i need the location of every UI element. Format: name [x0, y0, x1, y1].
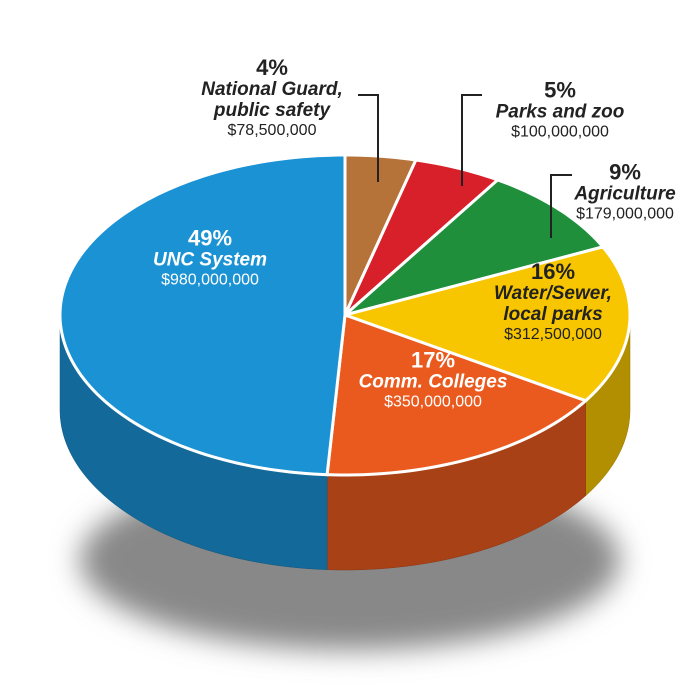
- percent-label: 16%: [530, 259, 576, 285]
- pie-tops: [58, 153, 632, 477]
- leader-line: [461, 94, 482, 186]
- category-label: Water/Sewer, local parks: [494, 283, 612, 326]
- amount-label: $312,500,000: [504, 326, 602, 344]
- slice: [325, 312, 589, 477]
- category-label: Agriculture: [574, 183, 676, 205]
- percent-label: 49%: [187, 225, 233, 251]
- percent-label: 9%: [609, 159, 641, 185]
- category-label: UNC System: [152, 249, 268, 271]
- leader-line: [358, 94, 379, 182]
- slice-label: 4% National Guard, public safety $78,500,0…: [185, 56, 360, 140]
- leader-line: [550, 174, 572, 238]
- slice-label: 49% UNC System $980,000,000: [110, 225, 310, 290]
- amount-label: $100,000,000: [511, 123, 609, 141]
- amount-label: $980,000,000: [161, 271, 259, 289]
- category-label: Comm. Colleges: [358, 371, 508, 393]
- category-label: Parks and zoo: [495, 101, 625, 123]
- amount-label: $179,000,000: [576, 205, 674, 223]
- slice-label: 17% Comm. Colleges $350,000,000: [333, 347, 533, 412]
- percent-label: 5%: [544, 77, 576, 103]
- slice-label: 9% Agriculture $179,000,000: [545, 159, 700, 224]
- slice: [339, 245, 632, 403]
- percent-label: 4%: [256, 55, 288, 81]
- slice: [344, 178, 606, 317]
- slice: [343, 158, 501, 317]
- slice-label: 5% Parks and zoo $100,000,000: [460, 77, 660, 142]
- category-label: National Guard, public safety: [201, 79, 343, 122]
- slice: [58, 153, 347, 477]
- slice-label: 16% Water/Sewer, local parks $312,500,000: [486, 260, 621, 344]
- amount-label: $350,000,000: [384, 393, 482, 411]
- amount-label: $78,500,000: [227, 122, 317, 140]
- percent-label: 17%: [410, 347, 456, 373]
